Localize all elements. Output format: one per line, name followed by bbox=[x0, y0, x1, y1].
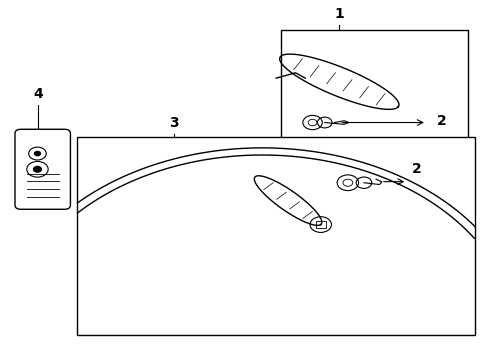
Text: 2: 2 bbox=[436, 114, 446, 128]
Bar bbox=[315, 221, 325, 228]
FancyBboxPatch shape bbox=[15, 129, 70, 209]
Circle shape bbox=[34, 166, 41, 172]
Circle shape bbox=[35, 152, 41, 156]
Bar bbox=[77, 137, 474, 336]
Text: 2: 2 bbox=[411, 162, 421, 176]
Text: 1: 1 bbox=[334, 7, 344, 21]
Text: 4: 4 bbox=[33, 87, 42, 102]
Bar bbox=[281, 30, 467, 153]
Text: 3: 3 bbox=[169, 116, 179, 130]
